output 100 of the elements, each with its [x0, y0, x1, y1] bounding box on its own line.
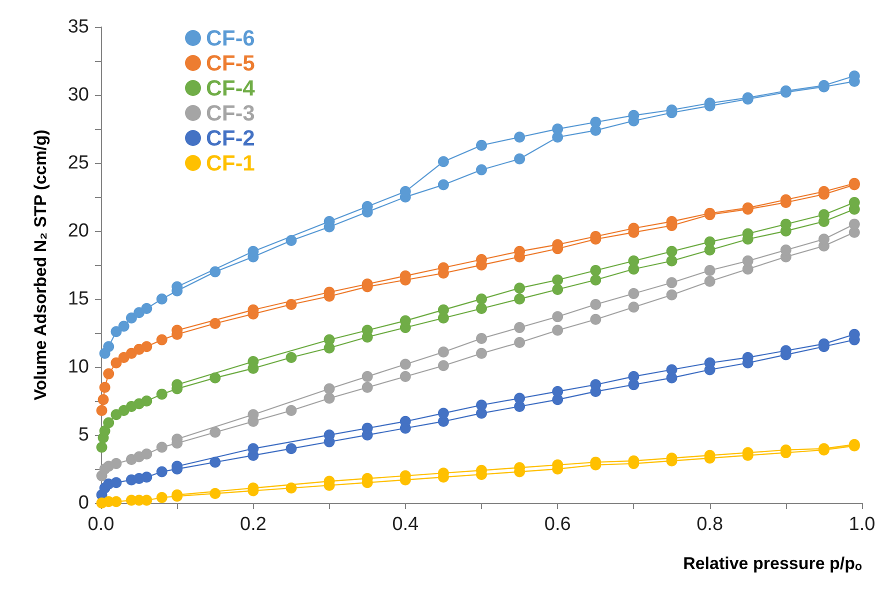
point	[141, 396, 152, 406]
y-tick-label: 10	[68, 356, 89, 378]
point	[98, 394, 109, 406]
point	[210, 318, 221, 329]
point	[286, 443, 297, 454]
point	[286, 405, 297, 416]
point	[141, 303, 152, 314]
point	[103, 417, 114, 428]
point	[103, 341, 114, 352]
point	[514, 322, 526, 334]
point	[141, 494, 152, 506]
point	[286, 298, 297, 310]
y-tick-label: 30	[68, 84, 89, 106]
point	[141, 341, 152, 352]
point	[99, 382, 110, 393]
x-tick-label: 0.0	[88, 514, 114, 535]
point	[438, 179, 449, 190]
legend-label: CF-4	[206, 76, 256, 100]
y-axis-title: Volume Adsorbed N₂ STP (ccm/g)	[31, 130, 50, 400]
point	[286, 352, 297, 363]
point	[141, 448, 152, 460]
point	[110, 326, 122, 338]
legend-label: CF-3	[206, 100, 255, 126]
point	[476, 303, 487, 314]
point	[628, 288, 640, 300]
y-tick-label: 0	[78, 492, 89, 514]
point	[666, 246, 678, 257]
point	[156, 388, 168, 400]
point	[210, 372, 221, 384]
point	[704, 236, 716, 248]
point	[666, 364, 678, 376]
x-axis-title: Relative pressure p/pₒ	[683, 554, 862, 573]
point	[438, 360, 449, 372]
point	[704, 264, 716, 276]
point	[590, 264, 602, 276]
point	[628, 302, 640, 313]
x-tick-label: 0.8	[696, 514, 724, 535]
point	[552, 274, 564, 286]
point	[590, 298, 602, 310]
point	[99, 425, 110, 436]
y-tick-label: 35	[68, 16, 89, 38]
point	[96, 442, 108, 453]
point	[514, 337, 526, 348]
point	[742, 255, 754, 266]
point	[156, 294, 168, 304]
point	[628, 255, 640, 266]
point	[628, 371, 640, 382]
point	[476, 140, 487, 151]
x-tick-label: 0.2	[240, 514, 266, 535]
point	[438, 346, 449, 358]
point	[400, 371, 411, 382]
point	[118, 320, 130, 332]
point	[552, 124, 564, 134]
point	[210, 456, 221, 468]
point	[126, 312, 137, 324]
point	[156, 334, 168, 346]
point	[848, 218, 860, 230]
x-tick-label: 1.0	[848, 514, 876, 535]
point	[438, 408, 449, 419]
point	[476, 294, 487, 304]
point	[476, 400, 487, 411]
point	[110, 458, 122, 470]
point	[286, 482, 297, 494]
point	[514, 153, 526, 164]
point	[476, 332, 487, 344]
point	[552, 311, 564, 322]
point	[552, 284, 564, 295]
y-tick-label: 25	[68, 152, 89, 174]
point	[476, 348, 487, 359]
y-tick-label: 15	[68, 288, 89, 310]
point	[324, 392, 335, 404]
point	[514, 392, 526, 404]
y-tick-label: 20	[68, 220, 89, 242]
x-tick-label: 0.6	[544, 514, 571, 535]
point	[438, 304, 449, 316]
point	[286, 235, 297, 246]
point	[210, 266, 221, 278]
point	[552, 324, 564, 336]
legend-label: CF-2	[206, 126, 255, 150]
legend-label: CF-6	[206, 26, 255, 50]
point	[438, 156, 449, 168]
point	[110, 477, 122, 488]
legend-label: CF-1	[206, 150, 255, 176]
legend-label: CF-5	[206, 50, 255, 76]
point	[141, 472, 152, 483]
point	[704, 276, 716, 287]
point	[96, 405, 108, 416]
point	[324, 383, 335, 394]
point	[590, 116, 602, 128]
point	[666, 277, 678, 288]
point	[324, 334, 335, 346]
point	[110, 496, 122, 508]
point	[400, 358, 411, 370]
point	[514, 294, 526, 304]
point	[103, 368, 114, 380]
point	[210, 488, 221, 499]
point	[476, 164, 487, 176]
point	[110, 357, 122, 368]
point	[590, 314, 602, 325]
point	[362, 371, 373, 382]
